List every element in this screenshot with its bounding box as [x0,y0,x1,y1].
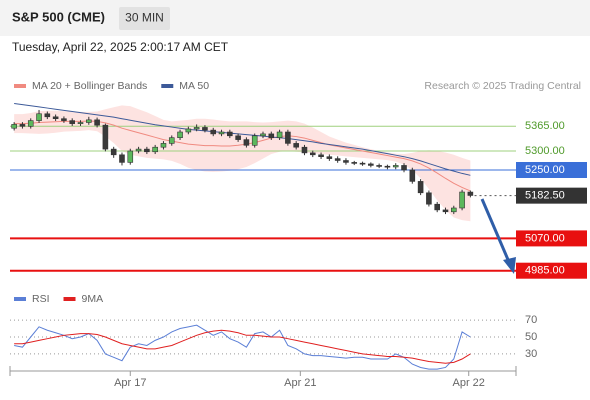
candle-body [86,119,92,123]
candle-body [276,131,283,138]
candle-body [359,162,366,165]
candle-body [459,191,465,209]
candle-body [450,207,457,213]
candle-body [384,165,391,168]
candle-body [326,156,333,159]
candle-body [61,118,67,121]
candle-body [52,116,59,120]
candle-body [409,169,416,182]
candle-body [309,152,316,156]
candle-body [144,148,150,153]
level-label: 5300.00 [525,145,565,157]
candle-body [268,133,275,138]
candle-body [227,131,233,137]
ma-line [14,103,471,176]
candle-body [44,113,51,118]
candle-body [318,154,324,158]
level-label: 5070.00 [525,232,565,244]
candle-body [334,158,341,161]
forecast-arrow [480,198,511,263]
legend-swatch [14,297,26,301]
timestamp: Tuesday, April 22, 2025 2:00:17 AM CET [12,40,229,54]
candle-body [376,165,382,167]
forecast-arrow-head [503,257,516,274]
candle-body [417,181,424,194]
x-tick-label: Apr 17 [114,377,146,389]
candle-body [152,146,158,153]
legend-swatch [63,297,76,301]
candle-body [434,203,440,211]
candle-body [442,209,449,213]
legend-label: MA 50 [179,80,209,92]
candle-body [11,124,17,129]
timeframe: 30 MIN [125,11,164,25]
level-box [516,162,587,178]
candle-body [19,124,26,127]
candle-body [110,148,117,156]
y-tick-label: 70 [525,314,537,326]
candle-body [185,128,192,133]
header-bar [0,0,590,36]
legend-swatch [14,84,26,88]
candle-body [260,133,266,137]
candle-body [293,143,299,148]
candle-body [27,120,34,127]
candle-body [177,131,183,138]
candle-body [69,120,76,124]
candle-body [210,129,217,135]
candle-body [119,154,125,163]
candle-body [351,162,358,164]
candle-body [202,127,208,131]
candle-body [301,146,308,154]
candle-body [392,165,399,168]
candle-body [127,150,134,163]
candle-body [235,135,241,140]
candle-body [368,163,374,166]
level-label: 4985.00 [525,265,565,277]
x-tick-label: Apr 22 [453,377,485,389]
level-box [516,230,587,247]
legend-label: RSI [32,293,50,305]
candle-body [426,192,432,205]
level-label: 5250.00 [525,164,565,176]
candle-body [160,143,167,148]
level-label: 5365.00 [525,120,565,132]
candle-body [36,113,42,121]
title: S&P 500 (CME) [12,9,105,24]
level-label: 5182.50 [525,190,565,202]
legend-swatch [161,84,174,88]
candle-body [343,160,349,163]
legend-label: MA 20 + Bollinger Bands [32,80,147,92]
candle-body [94,119,100,126]
candle-body [135,148,142,152]
candle-body [467,191,474,196]
candle-body [193,127,200,130]
candle-body [243,139,250,146]
credit: Research © 2025 Trading Central [424,80,581,92]
candle-body [401,165,407,171]
legend-label: 9MA [82,293,104,305]
level-box [516,262,587,279]
rsi-line [14,324,471,370]
bollinger-band [14,105,471,222]
x-tick-label: Apr 21 [284,377,316,389]
candle-body [102,124,109,150]
timeframe-box [119,7,170,30]
y-tick-label: 30 [525,348,537,360]
candle-body [77,122,84,124]
level-box [516,187,587,204]
y-tick-label: 50 [525,331,537,343]
candle-body [168,137,175,144]
candle-body [218,131,225,135]
rsi-line [14,329,471,364]
candle-body [285,131,291,144]
candle-body [251,135,258,146]
